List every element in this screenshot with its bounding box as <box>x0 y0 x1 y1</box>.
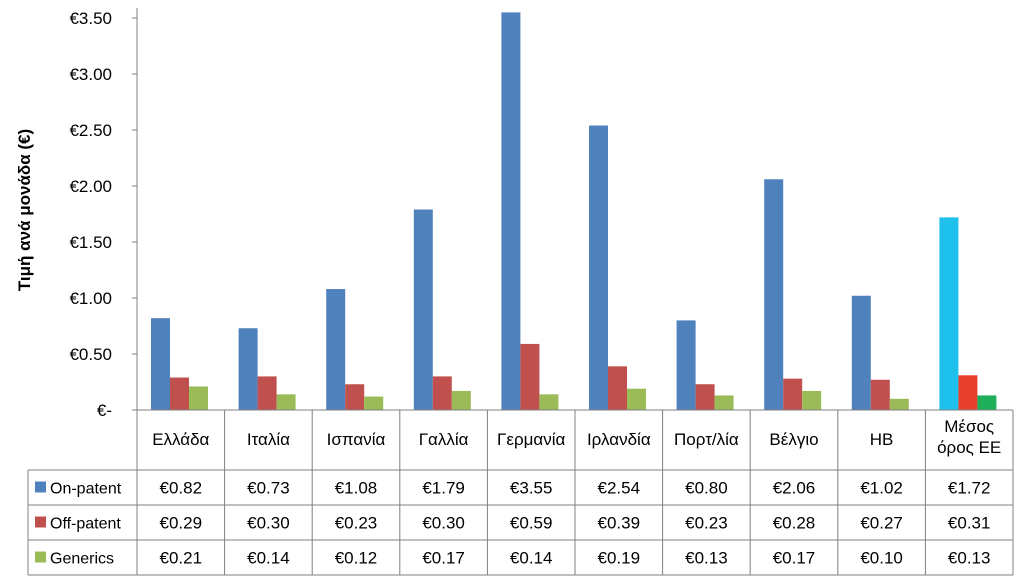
bar-off-patent-0 <box>170 377 189 410</box>
y-tick-label: €- <box>97 401 112 420</box>
bar-generics-9 <box>977 395 997 410</box>
category-label: Γερμανία <box>497 430 566 449</box>
y-tick-label: €3.00 <box>69 65 112 84</box>
data-label: €0.19 <box>598 549 641 568</box>
category-label: Ισπανία <box>327 430 386 449</box>
bar-off-patent-9 <box>958 375 978 410</box>
data-label: €0.29 <box>160 514 203 533</box>
data-label: €0.23 <box>685 514 728 533</box>
data-label: €0.30 <box>422 514 465 533</box>
data-label: €0.21 <box>160 549 203 568</box>
category-label: Βέλγιο <box>769 430 818 449</box>
data-label: €0.27 <box>860 514 903 533</box>
bar-on-patent-0 <box>151 318 170 410</box>
data-table: Ελλάδα Ιταλία Ισπανία Γαλλία Γερμανία Ιρλανδί… <box>35 417 1001 568</box>
bar-off-patent-2 <box>345 384 365 410</box>
data-label: €0.82 <box>160 479 203 498</box>
data-label: €0.10 <box>860 549 903 568</box>
data-label: €0.39 <box>598 514 641 533</box>
data-label: €0.73 <box>247 479 290 498</box>
bars <box>151 12 997 411</box>
bar-generics-7 <box>802 390 822 410</box>
data-label: €0.13 <box>948 549 991 568</box>
data-label: €0.23 <box>335 514 378 533</box>
category-label-line: Μέσος <box>944 417 994 436</box>
data-label: €0.12 <box>335 549 378 568</box>
data-label: €0.14 <box>510 549 553 568</box>
y-axis-title: Τιμή ανά μονάδα (€) <box>15 129 34 291</box>
y-tick-label: €2.50 <box>69 121 112 140</box>
category-label: ΗΒ <box>870 430 894 449</box>
category-label: Μέσος όρος ΕΕ <box>937 417 1001 457</box>
data-label: €0.80 <box>685 479 728 498</box>
legend-key-off-patent <box>35 516 46 528</box>
bar-off-patent-6 <box>695 384 715 410</box>
category-label: Γαλλία <box>419 430 469 449</box>
bar-off-patent-5 <box>608 366 627 410</box>
bar-on-patent-2 <box>326 289 346 410</box>
bar-on-patent-9 <box>939 217 959 410</box>
data-label: €0.14 <box>247 549 290 568</box>
y-tick-label: €1.00 <box>69 289 112 308</box>
data-label: €0.13 <box>685 549 728 568</box>
data-label: €1.02 <box>860 479 903 498</box>
category-label: Πορτ/λία <box>674 430 739 449</box>
legend-label: Generics <box>50 551 114 568</box>
y-tick-label: €2.00 <box>69 177 112 196</box>
legend-key-generics <box>35 551 46 563</box>
y-axis-title-group: Τιμή ανά μονάδα (€) <box>15 129 34 291</box>
bar-on-patent-6 <box>676 320 696 410</box>
bar-generics-6 <box>714 395 734 410</box>
data-label: €0.28 <box>773 514 816 533</box>
bar-generics-0 <box>189 386 208 410</box>
bar-generics-4 <box>539 394 559 410</box>
bar-on-patent-4 <box>501 12 521 411</box>
category-label: Ελλάδα <box>152 430 209 449</box>
bar-off-patent-1 <box>257 376 277 410</box>
data-label: €1.08 <box>335 479 378 498</box>
y-tick-label: €0.50 <box>69 345 112 364</box>
data-label: €0.59 <box>510 514 553 533</box>
bar-on-patent-3 <box>413 209 433 410</box>
legend-label: Off-patent <box>50 516 121 533</box>
bar-off-patent-3 <box>432 376 452 410</box>
data-label: €3.55 <box>510 479 553 498</box>
data-label: €2.54 <box>598 479 641 498</box>
bar-generics-5 <box>627 388 646 410</box>
data-label: €2.06 <box>773 479 816 498</box>
y-tick-label: €3.50 <box>69 9 112 28</box>
data-label: €0.30 <box>247 514 290 533</box>
category-label: Ιρλανδία <box>587 430 651 449</box>
category-label: Ιταλία <box>247 430 290 449</box>
bar-generics-3 <box>451 390 471 410</box>
bar-on-patent-8 <box>851 295 871 410</box>
axes <box>27 8 1014 576</box>
data-label: €0.17 <box>422 549 465 568</box>
data-label: €1.79 <box>422 479 465 498</box>
bar-off-patent-4 <box>520 343 540 410</box>
y-axis-ticks: €- €0.50 €1.00 €1.50 €2.00 €2.50 €3.00 €3.50 <box>69 9 137 420</box>
bar-on-patent-1 <box>238 328 258 410</box>
data-label: €0.17 <box>773 549 816 568</box>
bar-generics-2 <box>364 396 384 410</box>
bar-on-patent-5 <box>589 125 608 411</box>
data-label: €1.72 <box>948 479 991 498</box>
bar-off-patent-7 <box>783 378 803 410</box>
bar-generics-8 <box>889 398 909 410</box>
bar-off-patent-8 <box>870 379 890 410</box>
legend-label: On-patent <box>50 481 122 498</box>
data-label: €0.31 <box>948 514 991 533</box>
bar-on-patent-7 <box>764 179 784 410</box>
category-label-line: όρος ΕΕ <box>937 438 1001 457</box>
legend-key-on-patent <box>35 481 46 493</box>
bar-generics-1 <box>276 394 296 410</box>
y-tick-label: €1.50 <box>69 233 112 252</box>
